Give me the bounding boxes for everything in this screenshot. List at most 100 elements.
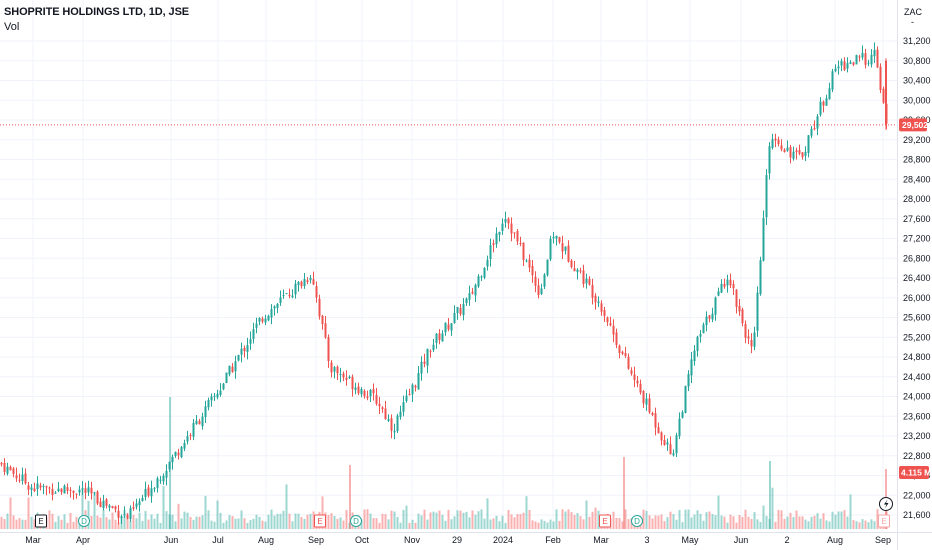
candle-body xyxy=(789,147,792,158)
volume-bar xyxy=(468,517,471,529)
volume-bar xyxy=(741,517,744,529)
volume-bar xyxy=(225,520,228,529)
candle-body xyxy=(663,440,666,445)
volume-bar xyxy=(519,514,522,529)
candle-body xyxy=(222,383,225,390)
volume-bar xyxy=(423,509,426,529)
candle-body xyxy=(72,490,75,493)
candle-body xyxy=(342,373,345,378)
volume-bar xyxy=(447,509,450,529)
volume-bar xyxy=(432,511,435,529)
candle-body xyxy=(459,308,462,315)
volume-bar xyxy=(561,509,564,529)
earnings-marker[interactable]: E xyxy=(878,514,890,528)
candle-body xyxy=(351,376,354,390)
volume-bar xyxy=(627,519,630,529)
volume-bar xyxy=(438,510,441,529)
candle-body xyxy=(243,347,246,352)
volume-bar xyxy=(349,465,351,529)
volume-bar xyxy=(60,519,63,529)
volume-bar xyxy=(843,510,846,529)
volume-bar xyxy=(477,511,480,529)
candle-body xyxy=(861,52,864,58)
volume-bar xyxy=(261,520,264,529)
dividend-marker[interactable]: D xyxy=(631,515,643,527)
candle-body xyxy=(558,237,561,243)
candle-body xyxy=(111,506,114,508)
candle-body xyxy=(264,318,267,323)
candle-body xyxy=(684,385,687,413)
volume-bar xyxy=(12,515,15,529)
earnings-marker[interactable]: E xyxy=(35,514,47,528)
candle-body xyxy=(639,383,642,393)
candle-body xyxy=(168,461,171,470)
time-tick-label: Aug xyxy=(258,535,274,545)
dividend-marker[interactable]: D xyxy=(78,515,90,527)
candle-body xyxy=(852,62,855,65)
volume-bar xyxy=(252,518,255,529)
volume-bar xyxy=(873,521,876,529)
volume-bar xyxy=(750,518,753,529)
candle-body xyxy=(621,351,624,354)
candle-body xyxy=(753,332,756,347)
volume-bar xyxy=(63,514,66,529)
candle-body xyxy=(777,139,780,145)
candle-body xyxy=(624,353,627,357)
candle-body xyxy=(786,147,789,151)
time-tick-label: May xyxy=(681,535,699,545)
candle-body xyxy=(129,508,132,520)
candle-body xyxy=(6,466,9,474)
candle-body xyxy=(771,139,774,148)
candle-body xyxy=(279,297,282,304)
volume-bar xyxy=(540,519,543,529)
candle-body xyxy=(882,88,885,103)
price-tick-label: 26,400 xyxy=(903,273,931,283)
volume-bar xyxy=(441,514,444,529)
candle-body xyxy=(18,479,21,481)
volume-label: Vol xyxy=(4,21,20,33)
candle-body xyxy=(333,367,336,372)
earnings-marker[interactable]: E xyxy=(314,514,326,528)
volume-bar xyxy=(876,509,879,529)
candle-body xyxy=(258,318,261,322)
svg-text:E: E xyxy=(602,517,607,526)
candle-body xyxy=(15,475,18,479)
candle-body xyxy=(699,334,702,337)
candle-body xyxy=(813,128,816,130)
volume-bar xyxy=(54,521,57,529)
candle-body xyxy=(873,49,876,57)
candle-body xyxy=(783,149,786,153)
volume-bar xyxy=(498,521,501,529)
candle-body xyxy=(825,98,828,106)
volume-bar xyxy=(288,513,291,529)
candle-body xyxy=(516,230,519,242)
candle-body xyxy=(3,462,6,472)
candle-body xyxy=(132,507,135,509)
candle-body xyxy=(33,488,36,491)
volume-bar xyxy=(651,518,654,529)
candle-body xyxy=(837,66,840,69)
volume-bar xyxy=(618,518,621,529)
volume-bar xyxy=(771,487,774,529)
volume-bar xyxy=(198,516,201,529)
candle-body xyxy=(147,487,150,496)
volume-bar xyxy=(759,522,762,529)
candle-body xyxy=(216,393,219,398)
volume-bar xyxy=(189,516,192,529)
lightning-icon[interactable] xyxy=(879,497,893,511)
volume-bar xyxy=(330,513,333,529)
candle-body xyxy=(552,236,555,239)
volume-bar xyxy=(75,516,78,529)
candle-body xyxy=(282,295,285,297)
earnings-marker[interactable]: E xyxy=(599,514,611,528)
candle-body xyxy=(660,432,663,441)
dividend-marker[interactable]: D xyxy=(350,515,362,527)
price-tick-label: 22,800 xyxy=(903,451,931,461)
volume-bar xyxy=(780,510,783,529)
candle-body xyxy=(408,393,411,395)
price-tick-label: 23,600 xyxy=(903,411,931,421)
candle-body xyxy=(306,280,309,282)
candle-body xyxy=(159,479,162,481)
candle-body xyxy=(357,386,360,394)
